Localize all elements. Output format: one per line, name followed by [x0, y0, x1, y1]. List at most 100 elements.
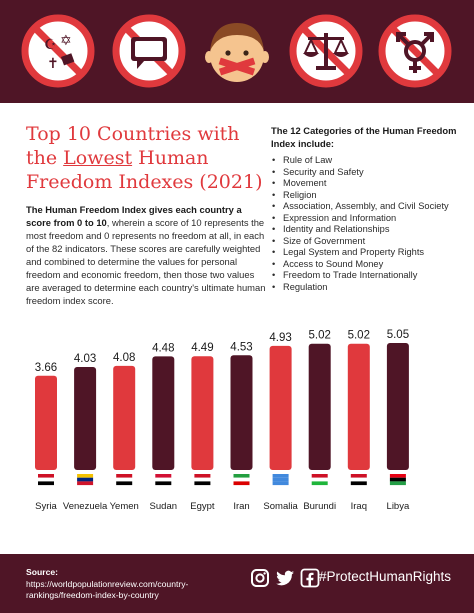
svg-text:✝: ✝: [47, 56, 59, 72]
instagram-icon[interactable]: [250, 568, 270, 588]
list-item: Identity and Relationships: [271, 224, 466, 236]
value-label: 4.53: [230, 341, 252, 353]
title-the: the: [26, 147, 64, 169]
justice-prohibited-icon: [288, 13, 364, 89]
flag-stripe: [38, 481, 54, 486]
value-label: 3.66: [35, 362, 57, 374]
header-banner: ☪ ✡ ✝: [0, 0, 474, 103]
flag-stripe: [155, 474, 172, 478]
list-item: Security and Safety: [271, 167, 466, 179]
bar-iran: [230, 355, 253, 470]
gender-prohibited-icon: [377, 13, 453, 89]
flag-stripe: [389, 474, 406, 478]
bar-libya: [386, 343, 409, 470]
flag-stripe: [155, 481, 172, 486]
flag-stripe: [311, 474, 328, 478]
title-line-3: Freedom Indexes (2021): [26, 171, 263, 193]
list-item: Association, Assembly, and Civil Society: [271, 201, 466, 213]
value-label: 5.05: [387, 329, 409, 341]
flag-stripe: [77, 474, 94, 478]
title-human: Human: [132, 147, 209, 169]
value-label: 4.03: [74, 353, 96, 365]
flag-stripe: [77, 477, 94, 482]
category-label: Syria: [35, 501, 57, 512]
hashtag[interactable]: #ProtectHumanRights: [319, 569, 452, 584]
value-label: 4.93: [269, 332, 291, 344]
flag-iran-icon: [233, 474, 250, 486]
list-item: Movement: [271, 178, 466, 190]
intro-bold: The Human Freedom Index gives each count…: [26, 204, 242, 228]
flag-somalia-icon: [272, 474, 289, 486]
intro-paragraph: The Human Freedom Index gives each count…: [26, 203, 268, 307]
list-item: Size of Government: [271, 236, 466, 248]
bar-burundi: [308, 343, 331, 470]
flag-stripe: [350, 481, 367, 486]
category-label: Egypt: [190, 501, 215, 512]
flag-stripe: [311, 481, 328, 486]
bar-sudan: [152, 356, 175, 470]
footer-banner: Source: https://worldpopulationreview.co…: [0, 554, 474, 613]
title-line-1: Top 10 Countries with: [26, 123, 240, 145]
list-item: Expression and Information: [271, 213, 466, 225]
bar-yemen: [113, 365, 136, 470]
title-line-2: the Lowest Human: [26, 146, 266, 170]
value-label: 5.02: [309, 330, 331, 342]
flag-syria-icon: [38, 474, 54, 486]
value-label: 5.02: [348, 330, 370, 342]
bar-somalia: [269, 345, 292, 470]
source-label: Source:: [26, 567, 58, 577]
flag-stripe: [272, 477, 289, 482]
page-title: Top 10 Countries with the Lowest Human F…: [26, 122, 266, 194]
freedom-index-bar-chart: 3.66 Syria 4.03 Venezuela 4.08 Yemen 4.48 Sudan…: [0, 329, 474, 512]
flag-stripe: [194, 474, 211, 478]
flag-stripe: [194, 477, 211, 482]
speech-prohibited-icon: [111, 13, 187, 89]
source-note: Source: https://worldpopulationreview.co…: [26, 567, 221, 602]
flag-stripe: [272, 481, 289, 486]
bar-syria: [35, 375, 57, 470]
list-item: Religion: [271, 190, 466, 202]
svg-text:✡: ✡: [60, 33, 72, 49]
flag-iraq-icon: [350, 474, 367, 486]
category-label: Libya: [387, 501, 410, 512]
flag-stripe: [77, 481, 94, 486]
flag-burundi-icon: [311, 474, 328, 486]
category-label: Iraq: [351, 501, 367, 512]
category-label: Burundi: [303, 501, 336, 512]
list-item: Regulation: [271, 282, 466, 294]
flag-stripe: [389, 481, 406, 486]
flag-stripe: [311, 477, 328, 482]
flag-sudan-icon: [155, 474, 172, 486]
svg-text:☪: ☪: [44, 37, 57, 53]
flag-venezuela-icon: [77, 474, 94, 486]
flag-stripe: [389, 477, 406, 482]
gagged-person-icon: [199, 13, 275, 89]
title-lowest: Lowest: [63, 147, 133, 169]
flag-stripe: [155, 477, 172, 482]
flag-stripe: [233, 477, 250, 482]
flag-stripe: [233, 474, 250, 478]
category-label: Iran: [233, 501, 249, 512]
flag-stripe: [194, 481, 211, 486]
religion-prohibited-icon: ☪ ✡ ✝: [20, 13, 96, 89]
list-item: Freedom to Trade Internationally: [271, 270, 466, 282]
value-label: 4.49: [191, 342, 213, 354]
flag-stripe: [116, 474, 133, 478]
category-label: Yemen: [110, 501, 139, 512]
flag-stripe: [233, 481, 250, 486]
flag-stripe: [350, 474, 367, 478]
flag-stripe: [116, 477, 133, 482]
category-label: Sudan: [150, 501, 177, 512]
twitter-icon[interactable]: [275, 568, 295, 588]
category-label: Somalia: [263, 501, 298, 512]
bar-iraq: [347, 343, 370, 470]
categories-heading: The 12 Categories of the Human Freedom I…: [271, 125, 457, 149]
categories-list: Rule of Law Security and Safety Movement…: [271, 155, 466, 294]
list-item: Legal System and Property Rights: [271, 247, 466, 259]
flag-stripe: [38, 477, 54, 482]
flag-egypt-icon: [194, 474, 211, 486]
facebook-icon[interactable]: [300, 568, 320, 588]
bar-egypt: [191, 356, 214, 470]
flag-libya-icon: [389, 474, 406, 486]
flag-stripe: [350, 477, 367, 482]
